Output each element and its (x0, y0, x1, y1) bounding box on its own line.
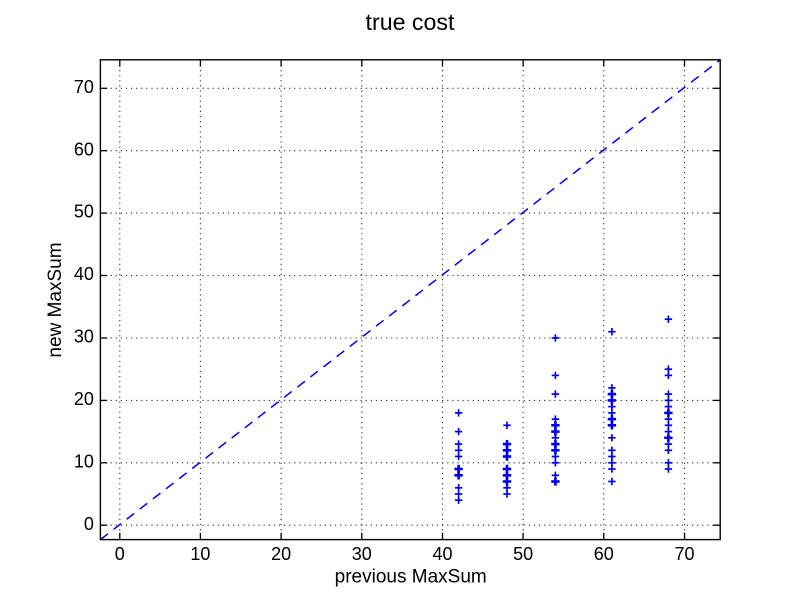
svg-text:40: 40 (74, 264, 94, 284)
svg-text:40: 40 (432, 544, 452, 564)
svg-text:10: 10 (190, 544, 210, 564)
svg-text:previous MaxSum: previous MaxSum (335, 566, 487, 587)
svg-text:60: 60 (74, 139, 94, 159)
svg-text:70: 70 (74, 77, 94, 97)
svg-text:new MaxSum: new MaxSum (45, 242, 66, 357)
svg-text:0: 0 (84, 514, 94, 534)
svg-text:20: 20 (74, 389, 94, 409)
svg-text:20: 20 (271, 544, 291, 564)
svg-text:true cost: true cost (366, 9, 455, 35)
svg-text:70: 70 (674, 544, 694, 564)
svg-text:50: 50 (74, 202, 94, 222)
svg-text:0: 0 (115, 544, 125, 564)
svg-text:30: 30 (352, 544, 372, 564)
svg-text:10: 10 (74, 451, 94, 471)
svg-text:50: 50 (513, 544, 533, 564)
svg-text:60: 60 (594, 544, 614, 564)
svg-text:30: 30 (74, 327, 94, 347)
